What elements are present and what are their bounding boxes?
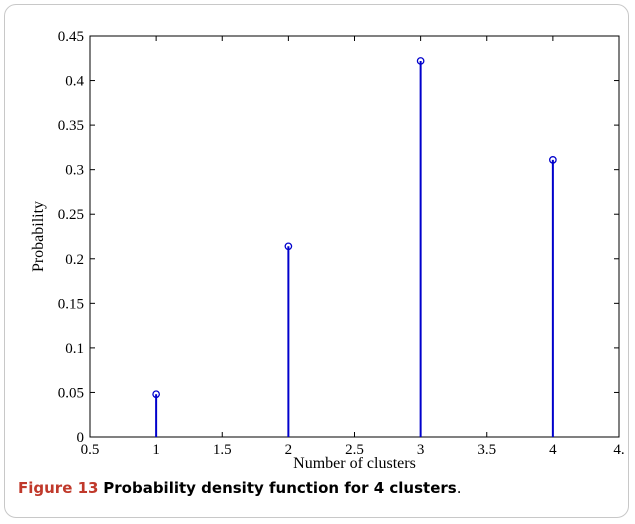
caption-period: . (456, 479, 462, 497)
stem-chart: 0.5 1 1.5 2 2.5 3 3.5 4 4. 0 0.05 0.1 0.15 0.2 0.25 0.3… (30, 29, 625, 470)
x-tick-label: 3 (417, 442, 425, 458)
x-tick-label: 1.5 (213, 442, 232, 458)
x-axis-label: Number of clusters (293, 455, 416, 470)
x-tick-label: 2 (285, 442, 293, 458)
y-tick-label: 0.05 (58, 385, 84, 401)
x-tick-label: 3.5 (477, 442, 496, 458)
stem-marker (416, 57, 425, 65)
y-tick-label: 0.25 (58, 207, 84, 223)
stem-marker (549, 156, 557, 164)
y-axis-label: Probability (30, 201, 47, 272)
x-tick-label: 4. (613, 442, 624, 458)
plot-area: 0.5 1 1.5 2 2.5 3 3.5 4 4. 0 0.05 0.1 0.15 0.2 0.25 0.3… (58, 29, 625, 458)
y-tick-label: 0 (77, 430, 85, 446)
y-tick-label: 0.45 (58, 29, 84, 45)
figure-caption: Figure 13 Probability density function f… (18, 479, 461, 497)
y-tick-label: 0.15 (58, 296, 84, 312)
x-tick-label: 0.5 (81, 442, 100, 458)
y-tick-label: 0.4 (65, 74, 84, 90)
y-tick-label: 0.35 (58, 118, 84, 134)
x-tick-label: 2.5 (345, 442, 364, 458)
y-tick-label: 0.3 (65, 163, 84, 179)
caption-number: Figure 13 (18, 479, 99, 497)
figure-frame (4, 4, 629, 518)
axes-box (89, 35, 620, 438)
caption-text: Probability density function for 4 clust… (103, 479, 457, 497)
stem-marker (284, 242, 293, 251)
x-tick-label: 4 (549, 442, 557, 458)
stem-marker (152, 390, 160, 399)
x-tick-label: 1 (152, 442, 160, 458)
y-tick-label: 0.2 (65, 252, 84, 268)
y-tick-label: 0.1 (65, 341, 84, 357)
